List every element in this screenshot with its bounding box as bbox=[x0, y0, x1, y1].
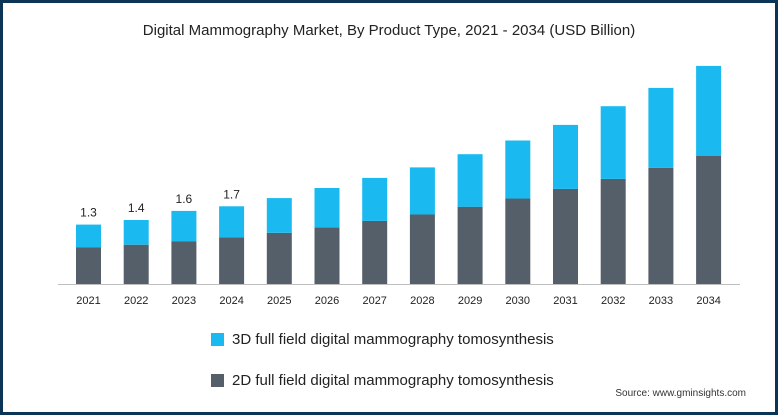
x-tick-label-2034: 2034 bbox=[696, 295, 720, 307]
data-label-2023: 1.6 bbox=[176, 192, 193, 206]
data-label-2021: 1.3 bbox=[80, 206, 97, 220]
bar-segment-3d-2021 bbox=[76, 224, 101, 248]
x-tick-label-2030: 2030 bbox=[506, 295, 530, 307]
x-tick-label-2027: 2027 bbox=[362, 295, 386, 307]
bar-segment-2d-2022 bbox=[123, 244, 149, 284]
bar-segment-2d-2028 bbox=[409, 214, 435, 284]
x-tick-label-2029: 2029 bbox=[458, 295, 482, 307]
legend-swatch-3d bbox=[211, 333, 224, 346]
bar-segment-3d-2027 bbox=[362, 177, 388, 221]
bar-segment-2d-2021 bbox=[76, 247, 101, 284]
x-tick-label-2021: 2021 bbox=[76, 295, 100, 307]
bar-segment-3d-2030 bbox=[505, 140, 531, 199]
legend-label-2d: 2D full field digital mammography tomosy… bbox=[232, 372, 554, 389]
bar-segment-2d-2032 bbox=[600, 178, 626, 284]
bar-segment-3d-2028 bbox=[409, 167, 435, 215]
data-label-2024: 1.7 bbox=[223, 187, 240, 201]
bar-segment-2d-2023 bbox=[171, 241, 197, 284]
bar-segment-2d-2034 bbox=[696, 156, 722, 284]
x-tick-label-2031: 2031 bbox=[553, 295, 577, 307]
legend-label-3d: 3D full field digital mammography tomosy… bbox=[232, 331, 554, 348]
x-tick-label-2032: 2032 bbox=[601, 295, 625, 307]
bar-segment-2d-2033 bbox=[648, 167, 674, 284]
source-note: Source: www.gminsights.com bbox=[615, 388, 746, 399]
bar-segment-3d-2032 bbox=[600, 106, 626, 179]
x-tick-label-2028: 2028 bbox=[410, 295, 434, 307]
legend-item-3d: 3D full field digital mammography tomosy… bbox=[211, 331, 554, 348]
x-tick-label-2022: 2022 bbox=[124, 295, 148, 307]
bar-segment-2d-2024 bbox=[219, 237, 245, 284]
data-label-2022: 1.4 bbox=[128, 201, 145, 215]
chart-title: Digital Mammography Market, By Product T… bbox=[142, 22, 636, 39]
x-tick-label-2023: 2023 bbox=[172, 295, 196, 307]
bar-segment-3d-2031 bbox=[553, 124, 578, 189]
bar-segment-2d-2030 bbox=[505, 198, 531, 284]
bar-segment-3d-2034 bbox=[696, 65, 722, 156]
bar-segment-2d-2025 bbox=[266, 232, 292, 284]
x-tick-label-2033: 2033 bbox=[649, 295, 673, 307]
bar-segment-2d-2031 bbox=[553, 188, 578, 284]
bar-segment-2d-2029 bbox=[457, 206, 483, 284]
bar-segment-3d-2026 bbox=[314, 188, 340, 228]
x-tick-label-2024: 2024 bbox=[219, 295, 243, 307]
bar-segment-3d-2023 bbox=[171, 210, 197, 242]
bar-segment-3d-2033 bbox=[648, 87, 674, 168]
bar-segment-3d-2025 bbox=[266, 198, 292, 233]
bar-segment-3d-2022 bbox=[123, 220, 149, 245]
bar-segment-3d-2024 bbox=[219, 206, 245, 238]
legend-swatch-2d bbox=[211, 374, 224, 387]
x-tick-label-2025: 2025 bbox=[267, 295, 291, 307]
bar-segment-2d-2027 bbox=[362, 220, 388, 284]
bar-segment-2d-2026 bbox=[314, 227, 340, 284]
x-tick-label-2026: 2026 bbox=[315, 295, 339, 307]
legend-item-2d: 2D full field digital mammography tomosy… bbox=[211, 372, 554, 389]
bar-segment-3d-2029 bbox=[457, 154, 483, 207]
